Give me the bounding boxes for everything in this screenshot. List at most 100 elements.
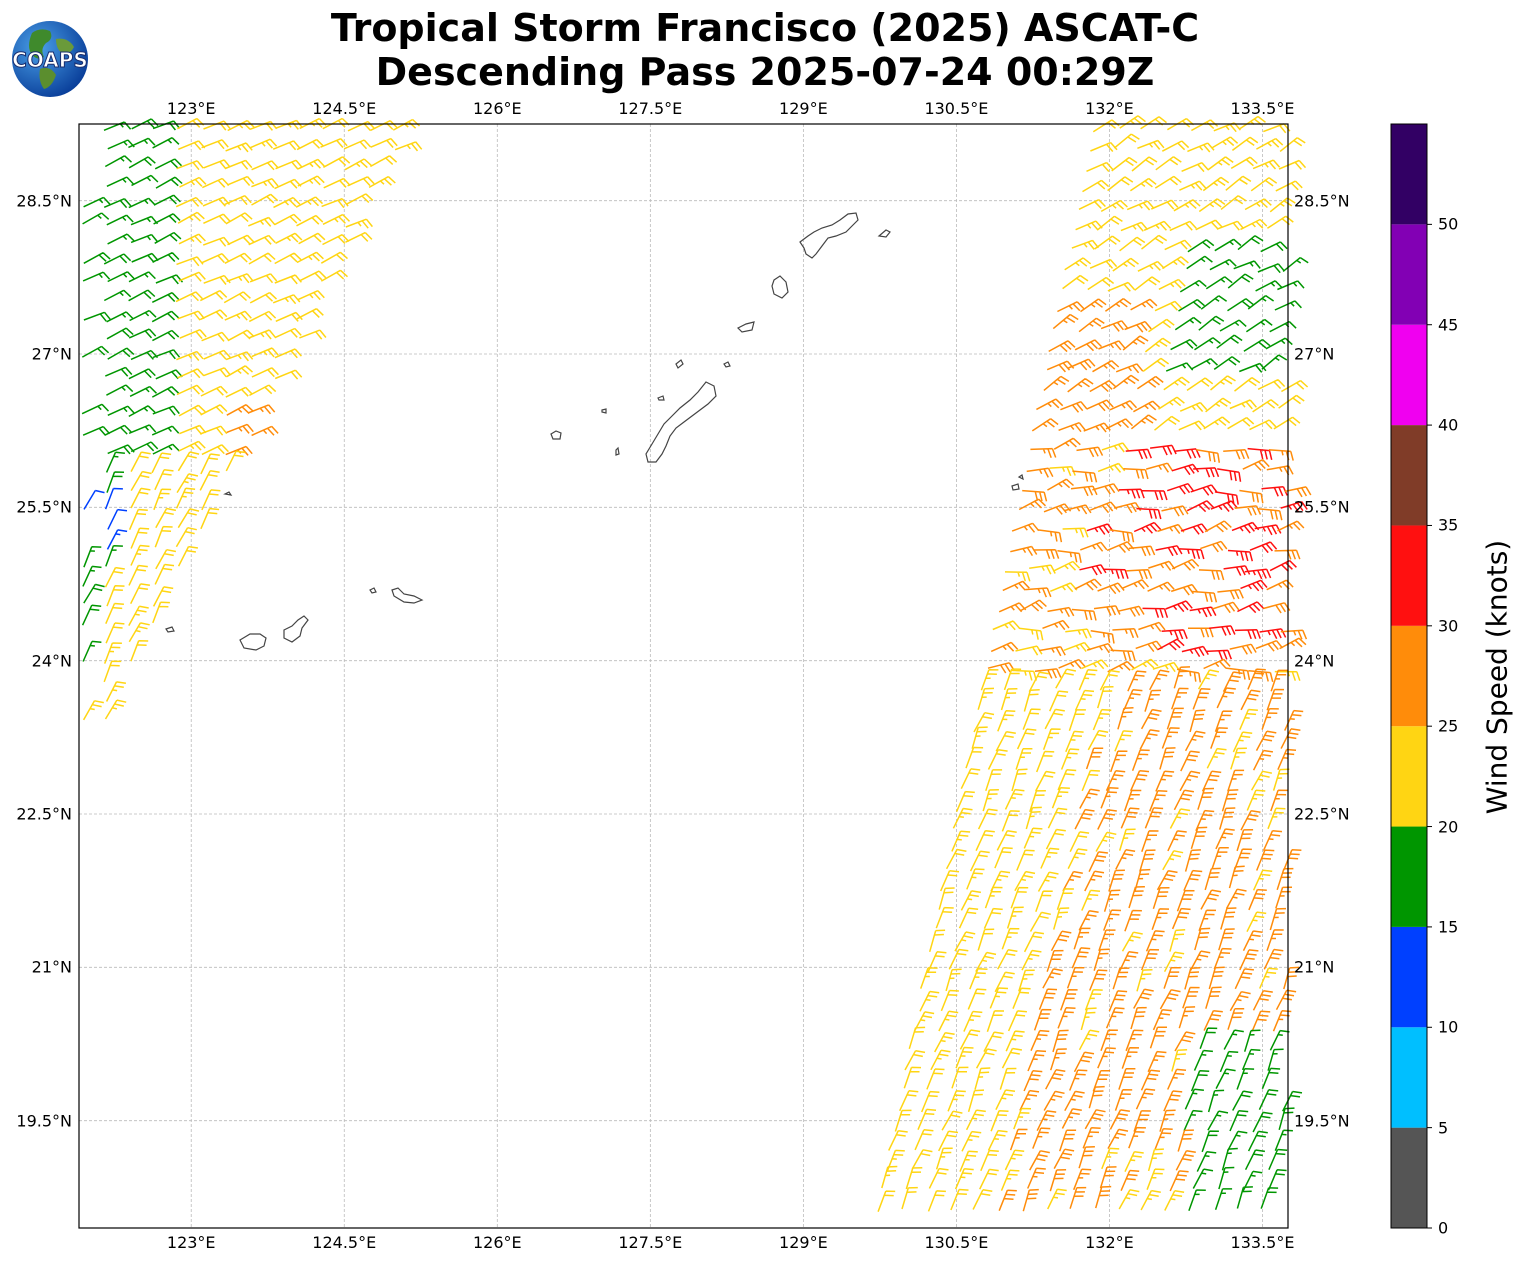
wind-barb [969,850,990,872]
wind-barb [1074,689,1095,711]
wind-barb [1086,523,1114,535]
wind-barb [1110,649,1136,661]
wind-barb [1013,1107,1032,1130]
wind-barb [990,870,1011,892]
wind-barb [1215,1068,1236,1089]
colorbar-bin [1391,726,1427,827]
wind-barb [877,1190,896,1212]
wind-barb [345,231,373,243]
wind-barb [1029,790,1046,813]
wind-barb [1086,642,1115,654]
wind-barb [899,1090,919,1112]
wind-barb [320,251,348,264]
wind-barb [83,311,112,322]
wind-barb [1127,670,1147,692]
wind-barb [1036,1110,1057,1132]
wind-barb [935,906,954,929]
wind-barb [1025,587,1052,598]
wind-barb [1022,708,1041,730]
wind-barb [154,525,173,548]
wind-barb [1107,176,1134,192]
wind-barb [1078,199,1106,210]
wind-barb [130,487,151,509]
wind-barb [1203,1009,1223,1031]
wind-barb [1278,159,1307,170]
wind-barb [926,1068,945,1090]
wind-barb [225,445,253,456]
wind-barb [1023,689,1040,712]
wind-barb [1147,1148,1164,1172]
wind-barb [1179,770,1201,792]
wind-barb [979,1168,999,1190]
wind-barb [1242,930,1263,952]
wind-barb [1006,906,1024,929]
wind-barb [928,1167,949,1189]
wind-barb [1173,666,1191,689]
wind-barb [1010,545,1038,556]
wind-barb [274,348,302,359]
wind-barb [1257,263,1285,274]
wind-barb [1222,671,1243,693]
wind-barb [1075,220,1103,231]
wind-barb [1240,809,1261,831]
wind-barb [1196,1150,1217,1172]
wind-barb [248,310,277,323]
colorbar-tick-label: 40 [1438,415,1459,435]
wind-barb [1094,235,1121,250]
tarama-outline [369,587,377,594]
wind-barb [274,178,302,190]
wind-barb [1214,710,1233,733]
wind-barb [274,213,302,226]
wind-barb [1231,521,1260,534]
wind-barb [983,1031,1004,1052]
wind-barb [1139,849,1156,872]
wind-barb [959,1150,978,1172]
wind-barb [1250,177,1278,192]
wind-barb [226,365,253,378]
wind-barb [155,176,183,189]
wind-barb [1166,707,1184,730]
wind-barb [952,807,973,829]
wind-barb [1053,437,1081,450]
wind-barb [1252,159,1281,170]
wind-barb [1117,605,1145,617]
wind-barb [1067,848,1088,870]
wind-barb [1081,659,1109,670]
wind-barb [323,156,351,168]
wind-barb [1195,449,1221,463]
wind-barb [1071,608,1097,621]
wind-barb [965,746,984,769]
wind-barb [1228,865,1245,889]
wind-barb [1267,807,1286,830]
wind-barb [1011,522,1040,533]
wind-barb [347,176,375,187]
wind-barb [152,443,180,455]
wind-barb [177,211,205,224]
wind-barb [203,367,231,378]
wind-barb [989,987,1009,1009]
wind-barb [940,870,960,892]
wind-barb [107,347,135,360]
wind-barb [1198,198,1226,213]
wind-barb [1255,639,1284,652]
wind-barb [104,699,127,720]
wind-barb [1243,1029,1261,1052]
wind-barb [128,137,156,149]
wind-barb [1234,505,1262,516]
wind-barb [1184,966,1201,990]
wind-barb [1140,1189,1161,1211]
wind-barb [1078,910,1099,931]
wind-barb [1278,1107,1295,1130]
wind-barb [1190,1069,1210,1092]
wind-barb [154,469,174,491]
miyako-island-outline [391,587,424,604]
wind-barb [1097,808,1117,830]
wind-barb [1025,806,1042,830]
wind-barb [1269,559,1297,572]
wind-barb [106,471,125,493]
wind-barb [960,890,982,911]
wind-barb [945,968,962,992]
wind-barb [1219,319,1247,332]
wind-barb [1179,180,1207,191]
wind-barb [272,294,301,305]
